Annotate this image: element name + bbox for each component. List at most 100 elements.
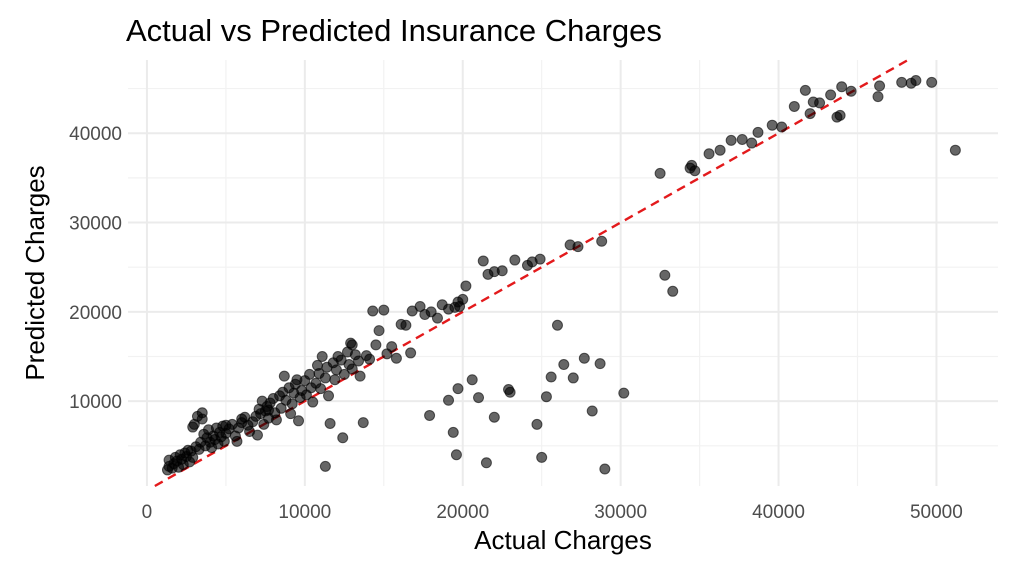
- x-tick-label: 10000: [278, 502, 331, 523]
- data-point: [725, 134, 737, 146]
- data-point: [536, 451, 548, 463]
- data-point: [466, 374, 478, 386]
- data-point: [689, 165, 701, 177]
- data-points: [161, 75, 961, 476]
- data-point: [405, 347, 417, 359]
- data-point: [323, 390, 335, 402]
- data-point: [263, 404, 275, 416]
- data-point: [804, 108, 816, 120]
- data-point: [473, 392, 485, 404]
- data-point: [452, 383, 464, 395]
- data-point: [926, 76, 938, 88]
- data-point: [354, 370, 366, 382]
- data-point: [337, 432, 349, 444]
- data-point: [187, 421, 199, 433]
- data-point: [572, 241, 584, 253]
- y-axis-title: Predicted Charges: [20, 165, 50, 380]
- data-point: [460, 280, 472, 292]
- y-tick-label: 10000: [69, 392, 122, 413]
- data-point: [291, 374, 303, 386]
- data-point: [364, 353, 376, 365]
- data-point: [667, 285, 679, 297]
- data-point: [488, 266, 500, 278]
- data-point: [431, 312, 443, 324]
- data-point: [196, 413, 208, 425]
- data-point: [504, 386, 516, 398]
- data-point: [599, 463, 611, 475]
- data-point: [316, 351, 328, 363]
- data-point: [319, 372, 331, 384]
- data-point: [270, 414, 282, 426]
- x-tick-labels: 0 10000 20000 30000 40000 50000: [142, 502, 963, 523]
- x-tick-label: 0: [142, 502, 153, 523]
- data-point: [450, 449, 462, 461]
- data-point: [834, 109, 846, 121]
- y-tick-label: 20000: [69, 303, 122, 324]
- data-point: [788, 100, 800, 112]
- data-point: [540, 391, 552, 403]
- x-tick-label: 20000: [436, 502, 489, 523]
- x-axis-title: Actual Charges: [474, 525, 652, 555]
- data-point: [346, 363, 358, 375]
- data-point: [378, 304, 390, 316]
- data-point: [545, 371, 557, 383]
- data-point: [477, 255, 489, 267]
- data-point: [776, 121, 788, 133]
- data-point: [531, 418, 543, 430]
- data-point: [319, 460, 331, 472]
- data-point: [454, 300, 466, 312]
- x-tick-label: 30000: [594, 502, 647, 523]
- data-point: [567, 372, 579, 384]
- data-point: [236, 413, 248, 425]
- data-point: [329, 374, 341, 386]
- data-point: [480, 457, 492, 469]
- data-point: [390, 352, 402, 364]
- data-point: [338, 368, 350, 380]
- data-point: [736, 133, 748, 145]
- data-point: [357, 417, 369, 429]
- data-point: [400, 319, 412, 331]
- data-point: [251, 429, 263, 441]
- data-point: [874, 80, 886, 92]
- data-point: [367, 305, 379, 317]
- data-point: [386, 341, 398, 353]
- y-tick-label: 30000: [69, 214, 122, 235]
- data-point: [353, 355, 365, 367]
- data-point: [488, 411, 500, 423]
- data-point: [278, 370, 290, 382]
- data-point: [406, 305, 418, 317]
- data-point: [578, 352, 590, 364]
- data-point: [447, 426, 459, 438]
- data-point: [703, 148, 715, 160]
- data-point: [799, 84, 811, 96]
- data-point: [659, 269, 671, 281]
- data-point: [558, 359, 570, 371]
- data-point: [534, 253, 546, 265]
- data-point: [373, 325, 385, 337]
- data-point: [275, 402, 287, 414]
- data-point: [766, 119, 778, 131]
- chart-title: Actual vs Predicted Insurance Charges: [126, 13, 662, 48]
- data-point: [896, 76, 908, 88]
- data-point: [307, 396, 319, 408]
- data-point: [220, 419, 232, 431]
- data-point: [752, 126, 764, 138]
- x-tick-label: 50000: [910, 502, 963, 523]
- data-point: [285, 408, 297, 420]
- data-point: [910, 75, 922, 87]
- data-point: [443, 394, 455, 406]
- data-point: [872, 91, 884, 103]
- data-point: [324, 417, 336, 429]
- y-tick-label: 40000: [69, 124, 122, 145]
- data-point: [746, 137, 758, 149]
- data-point: [714, 144, 726, 156]
- data-point: [509, 254, 521, 266]
- data-point: [814, 97, 826, 109]
- data-point: [836, 81, 848, 93]
- data-point: [346, 339, 358, 351]
- data-point: [825, 89, 837, 101]
- data-point: [293, 415, 305, 427]
- data-point: [594, 358, 606, 370]
- data-point: [315, 383, 327, 395]
